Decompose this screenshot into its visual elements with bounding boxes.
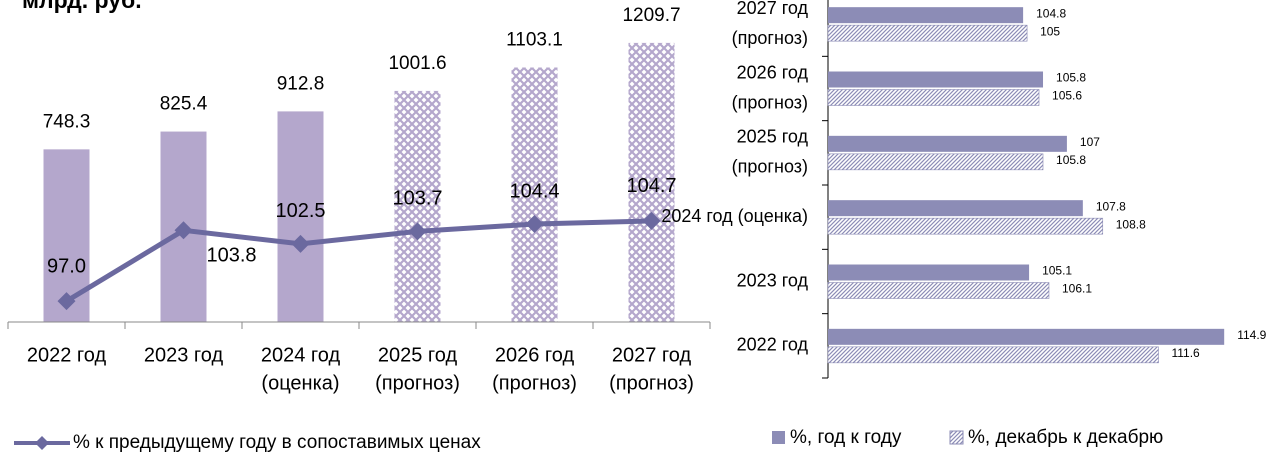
bar-value-label: 114.9	[1237, 328, 1266, 342]
x-tick-label: (прогноз)	[609, 372, 694, 394]
bar-value-label: 1103.1	[506, 30, 563, 51]
line-value-label: 103.7	[392, 188, 442, 210]
line-marker	[525, 215, 544, 234]
bar	[828, 264, 1030, 281]
x-tick-label: (оценка)	[261, 372, 339, 394]
bar-value-label: 825.4	[160, 94, 208, 115]
x-tick-label: 2024 год	[261, 344, 341, 366]
bar-value-label: 105.8	[1056, 71, 1086, 85]
legend-marker	[35, 436, 49, 450]
bar	[828, 71, 1044, 88]
bar	[827, 217, 1104, 235]
bar	[827, 282, 1050, 299]
y-tick-label: 2027 год	[737, 0, 809, 18]
line-value-label: 97.0	[47, 255, 86, 277]
bar-value-label: 106.1	[1062, 282, 1092, 296]
x-tick-label: 2025 год	[378, 344, 458, 366]
line	[65, 218, 652, 304]
bar-value-label: 748.3	[43, 111, 91, 132]
y-tick-label: (прогноз)	[732, 157, 808, 177]
x-tick-label: 2026 год	[495, 344, 575, 366]
legend-swatch	[772, 431, 785, 444]
y-tick-label: 2023 год	[737, 270, 809, 290]
y-tick-label: (прогноз)	[732, 28, 808, 48]
bar	[828, 328, 1225, 345]
y-tick-label: 2022 год	[737, 335, 809, 355]
bar	[277, 111, 324, 323]
chart-title: млрд. руб.	[22, 0, 142, 13]
line-marker	[291, 234, 310, 253]
bar-value-label: 105.1	[1042, 264, 1072, 278]
bar	[827, 89, 1040, 106]
line-marker	[642, 211, 661, 230]
line-marker	[174, 221, 193, 240]
x-tick-label: (прогноз)	[492, 372, 577, 394]
bar-value-label: 108.8	[1116, 217, 1146, 231]
y-tick-label: 2024 год (оценка)	[661, 206, 808, 226]
bar	[628, 42, 675, 322]
y-tick-label: 2025 год	[737, 127, 809, 147]
legend-label: %, год к году	[790, 427, 902, 448]
line-value-label: 102.5	[275, 200, 325, 222]
y-tick-label: (прогноз)	[732, 92, 808, 112]
line-value-label: 104.7	[626, 175, 676, 197]
bar-value-label: 104.8	[1036, 6, 1066, 20]
legend-swatch	[949, 430, 964, 445]
y-tick-label: 2026 год	[737, 62, 809, 82]
line-value-label: 103.8	[206, 245, 256, 267]
bar-value-label: 912.8	[277, 73, 325, 94]
bar	[827, 24, 1028, 42]
legend-label: %, декабрь к декабрю	[968, 427, 1163, 448]
bar-value-label: 107.8	[1096, 199, 1126, 213]
bar	[827, 153, 1044, 171]
bar-value-label: 105.8	[1056, 153, 1086, 167]
bar	[828, 135, 1067, 152]
bar	[511, 67, 558, 322]
x-tick-label: 2027 год	[612, 344, 692, 366]
legend-label: % к предыдущему году в сопоставимых цена…	[73, 432, 481, 453]
bar	[394, 90, 441, 323]
x-tick-label: (прогноз)	[375, 372, 460, 394]
line-marker	[408, 222, 427, 241]
bar-value-label: 105	[1040, 24, 1060, 38]
bar-value-label: 111.6	[1171, 346, 1200, 360]
x-tick-label: 2023 год	[144, 344, 224, 366]
line-marker	[57, 292, 76, 311]
bar-value-label: 1001.6	[388, 53, 446, 74]
bar	[828, 200, 1083, 217]
bar-value-label: 1209.7	[622, 5, 680, 26]
bar-value-label: 107	[1080, 135, 1100, 149]
bar	[827, 346, 1159, 364]
bar	[828, 7, 1024, 24]
line-value-label: 104.4	[509, 180, 559, 202]
x-tick-label: 2022 год	[27, 344, 107, 366]
bar-value-label: 105.6	[1052, 89, 1082, 103]
